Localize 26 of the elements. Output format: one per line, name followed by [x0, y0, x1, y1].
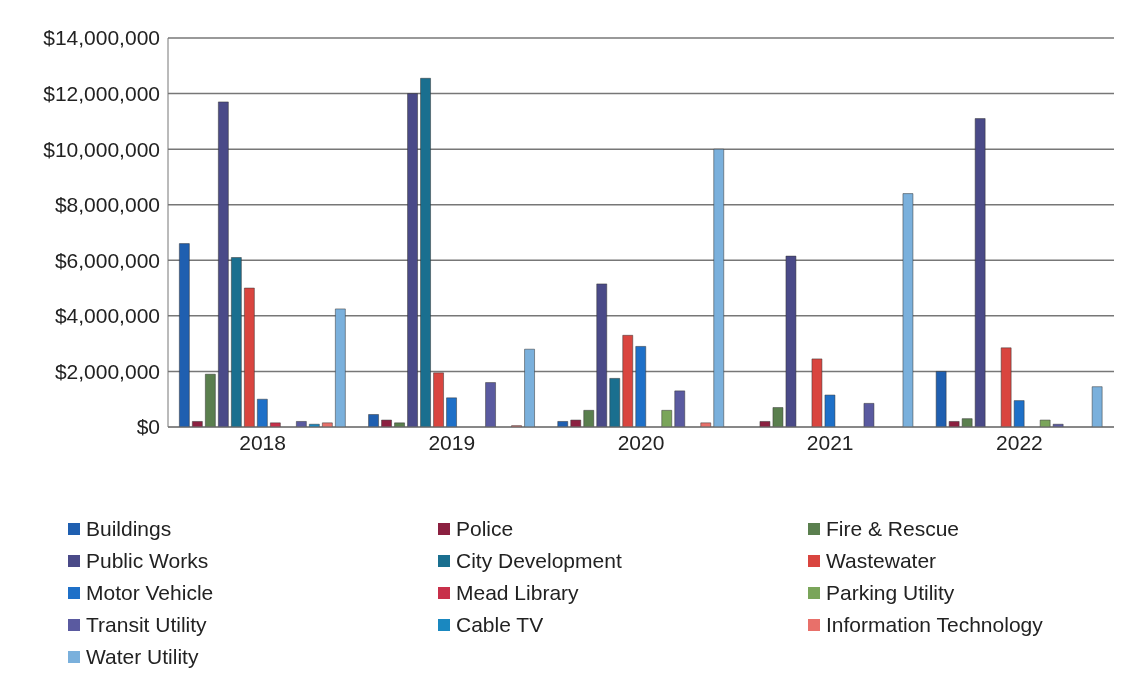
legend-label: Parking Utility: [826, 581, 955, 605]
x-tick-label: 2019: [428, 430, 476, 454]
y-tick-label: $14,000,000: [43, 26, 160, 50]
legend-label: Cable TV: [456, 613, 544, 637]
y-tick-label: $4,000,000: [54, 304, 160, 328]
legend-label: Motor Vehicle: [86, 581, 214, 605]
legend-label: Water Utility: [86, 645, 199, 669]
legend-label: Wastewater: [826, 549, 937, 573]
x-tick-label: 2018: [239, 430, 286, 454]
y-tick-label: $2,000,000: [54, 359, 160, 383]
y-tick-label: $6,000,000: [54, 248, 160, 272]
y-tick-label: $8,000,000: [54, 193, 160, 217]
y-tick-label: $0: [136, 415, 160, 439]
legend-label: Buildings: [86, 517, 172, 541]
x-tick-label: 2020: [617, 430, 665, 454]
legend-label: Transit Utility: [86, 613, 207, 637]
x-tick-label: 2021: [806, 430, 854, 454]
legend-label: Mead Library: [456, 581, 579, 605]
y-tick-label: $10,000,000: [43, 137, 160, 161]
x-tick-label: 2022: [996, 430, 1043, 454]
legend-label: Public Works: [86, 549, 209, 573]
legend-label: Fire & Rescue: [826, 517, 960, 541]
y-tick-label: $12,000,000: [43, 82, 160, 106]
legend-label: City Development: [456, 549, 622, 573]
legend-label: Information Technology: [826, 613, 1043, 637]
legend-label: Police: [456, 517, 514, 541]
